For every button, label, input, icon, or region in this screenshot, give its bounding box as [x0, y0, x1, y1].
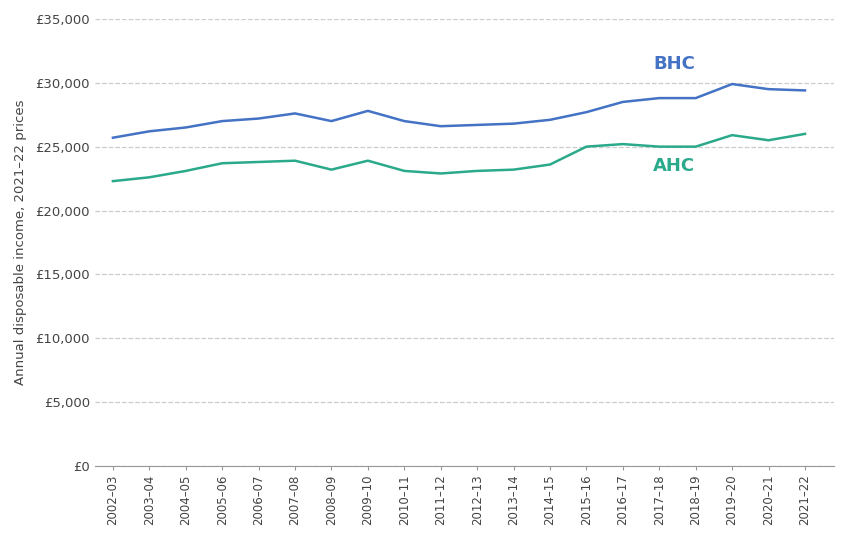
Text: AHC: AHC [653, 157, 695, 175]
Text: BHC: BHC [653, 54, 695, 73]
Y-axis label: Annual disposable income, 2021–22 prices: Annual disposable income, 2021–22 prices [14, 100, 27, 385]
